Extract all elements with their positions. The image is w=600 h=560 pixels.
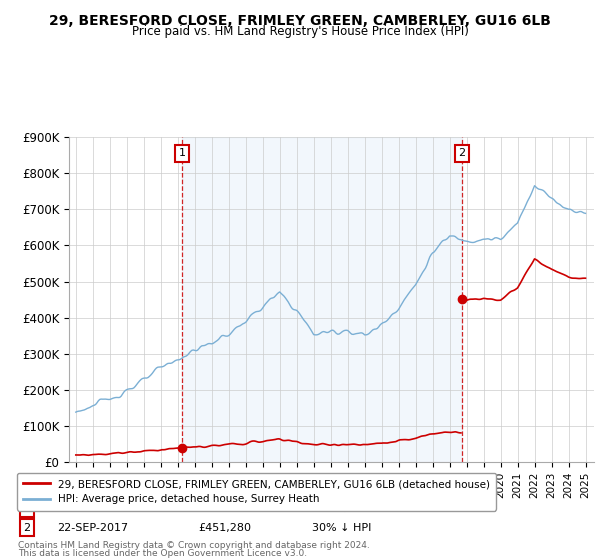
Text: 1: 1 xyxy=(23,503,31,514)
Text: This data is licensed under the Open Government Licence v3.0.: This data is licensed under the Open Gov… xyxy=(18,549,307,558)
Text: 30% ↓ HPI: 30% ↓ HPI xyxy=(312,522,371,533)
Text: Contains HM Land Registry data © Crown copyright and database right 2024.: Contains HM Land Registry data © Crown c… xyxy=(18,541,370,550)
Text: 86% ↓ HPI: 86% ↓ HPI xyxy=(312,503,371,514)
Text: Price paid vs. HM Land Registry's House Price Index (HPI): Price paid vs. HM Land Registry's House … xyxy=(131,25,469,38)
Text: 21-MAR-2001: 21-MAR-2001 xyxy=(57,503,132,514)
Text: 1: 1 xyxy=(178,148,185,158)
Text: 2: 2 xyxy=(23,522,31,533)
Text: 22-SEP-2017: 22-SEP-2017 xyxy=(57,522,128,533)
Text: £39,000: £39,000 xyxy=(198,503,244,514)
Bar xyxy=(182,137,462,462)
Text: 2: 2 xyxy=(458,148,466,158)
Text: 29, BERESFORD CLOSE, FRIMLEY GREEN, CAMBERLEY, GU16 6LB: 29, BERESFORD CLOSE, FRIMLEY GREEN, CAMB… xyxy=(49,14,551,28)
Text: £451,280: £451,280 xyxy=(198,522,251,533)
Legend: 29, BERESFORD CLOSE, FRIMLEY GREEN, CAMBERLEY, GU16 6LB (detached house), HPI: A: 29, BERESFORD CLOSE, FRIMLEY GREEN, CAMB… xyxy=(17,473,496,511)
